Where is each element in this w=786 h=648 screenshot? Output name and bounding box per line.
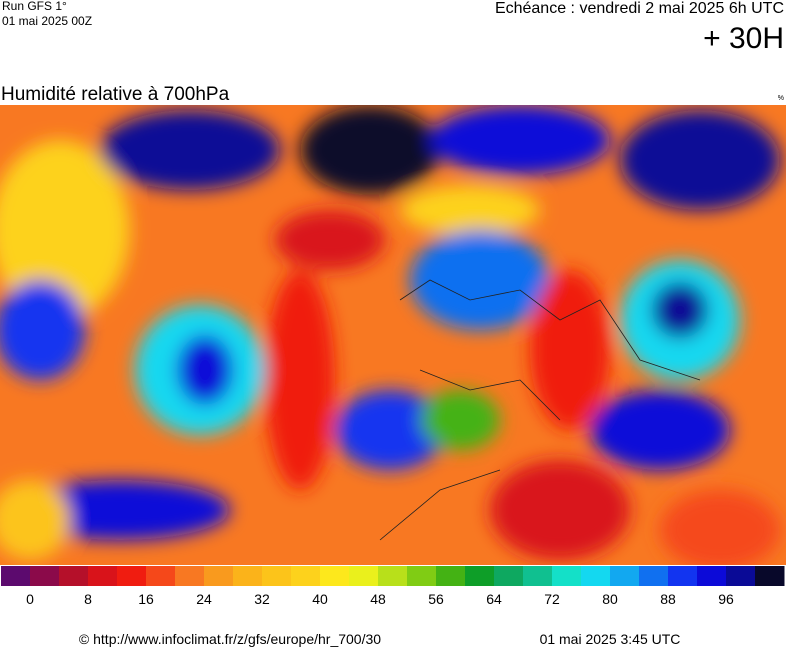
colorbar-swatch	[320, 566, 350, 586]
colorbar-swatch	[407, 566, 437, 586]
colorbar-swatch	[291, 566, 321, 586]
colorbar-tick-label: 56	[428, 591, 444, 607]
humidity-map	[0, 105, 786, 565]
lead-time: + 30H	[703, 22, 784, 55]
colorbar-tick-label: 88	[660, 591, 676, 607]
colorbar-swatch	[262, 566, 292, 586]
colorbar-tick-label: 24	[196, 591, 212, 607]
colorbar-swatch	[146, 566, 176, 586]
colorbar-tick-label: 16	[138, 591, 154, 607]
source-credit: © http://www.infoclimat.fr/z/gfs/europe/…	[79, 631, 381, 647]
colorbar-swatch	[726, 566, 756, 586]
colorbar-swatch	[639, 566, 669, 586]
colorbar-swatch	[117, 566, 147, 586]
colorbar-tick-label: 72	[544, 591, 560, 607]
colorbar-tick-label: 64	[486, 591, 502, 607]
forecast-label: Echéance : vendredi 2 mai 2025 6h UTC	[495, 0, 784, 17]
colorbar-swatch	[697, 566, 727, 586]
colorbar: 0 8 16 24 32 40 48 56 64 72 80 88 96	[1, 566, 785, 607]
colorbar-swatch	[552, 566, 582, 586]
colorbar-swatch	[378, 566, 408, 586]
colorbar-swatch	[88, 566, 118, 586]
colorbar-tick-label: 40	[312, 591, 328, 607]
colorbar-swatch	[59, 566, 89, 586]
colorbar-swatch	[436, 566, 466, 586]
colorbar-swatch	[581, 566, 611, 586]
colorbar-swatch	[349, 566, 379, 586]
colorbar-swatch	[204, 566, 234, 586]
run-label: Run GFS 1°	[2, 0, 67, 13]
map-title: Humidité relative à 700hPa	[1, 84, 230, 105]
colorbar-swatch	[1, 566, 31, 586]
colorbar-swatch	[668, 566, 698, 586]
colorbar-tick-label: 8	[84, 591, 92, 607]
colorbar-swatch	[233, 566, 263, 586]
colorbar-tick-label: 0	[26, 591, 34, 607]
colorbar-tick-label: 80	[602, 591, 618, 607]
colorbar-tick-label: 32	[254, 591, 270, 607]
colorbar-swatch	[610, 566, 640, 586]
colorbar-tick-label: 48	[370, 591, 386, 607]
run-date: 01 mai 2025 00Z	[2, 14, 92, 28]
unit-label: %	[778, 95, 784, 102]
colorbar-swatch	[175, 566, 205, 586]
colorbar-swatch	[465, 566, 495, 586]
colorbar-swatch	[755, 566, 785, 586]
colorbar-swatch	[30, 566, 60, 586]
colorbar-swatch	[523, 566, 553, 586]
created-time: 01 mai 2025 3:45 UTC	[540, 631, 681, 647]
colorbar-swatch	[494, 566, 524, 586]
colorbar-tick-label: 96	[718, 591, 734, 607]
